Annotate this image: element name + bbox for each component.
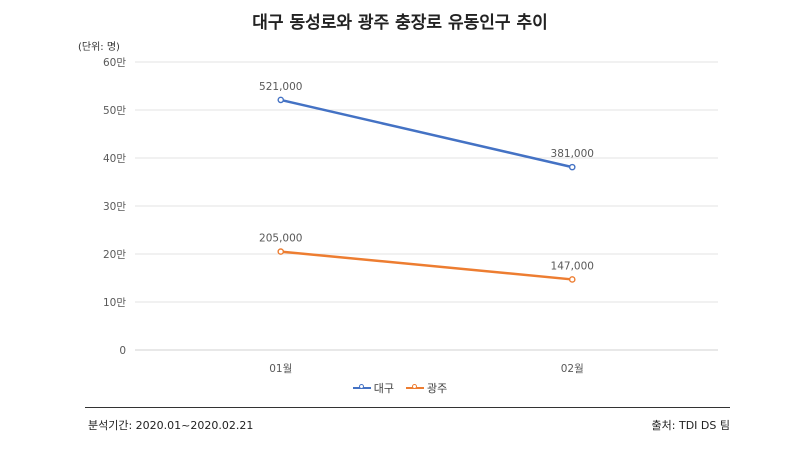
series-line-2 xyxy=(280,250,573,281)
y-tick-label: 40만 xyxy=(103,153,126,165)
x-tick-label: 01월 xyxy=(269,363,292,375)
data-label: 521,000 xyxy=(259,81,302,93)
y-tick-label: 20만 xyxy=(103,249,126,261)
y-tick-label: 50만 xyxy=(103,105,126,117)
y-tick-label: 30만 xyxy=(103,201,126,213)
analysis-period: 분석기간: 2020.01~2020.02.21 xyxy=(88,419,254,432)
data-source: 출처: TDI DS 팀 xyxy=(651,419,730,432)
data-label: 381,000 xyxy=(551,148,594,160)
footer-divider xyxy=(85,407,730,408)
y-tick-label: 60만 xyxy=(103,57,126,69)
data-point xyxy=(568,163,576,171)
data-point xyxy=(277,96,285,104)
legend-swatch xyxy=(352,384,371,389)
y-tick-label: 10만 xyxy=(103,297,126,309)
data-point xyxy=(277,248,285,255)
legend-label: 광주 xyxy=(427,382,448,395)
legend-swatch xyxy=(406,384,424,389)
y-tick-label: 0 xyxy=(119,345,126,357)
legend-item: 광주 xyxy=(406,380,447,396)
series-line-1 xyxy=(280,98,573,169)
legend-label: 대구 xyxy=(373,382,394,395)
data-label: 205,000 xyxy=(259,233,302,245)
legend: 대구 광주 xyxy=(0,380,800,396)
x-tick-label: 02월 xyxy=(561,363,584,375)
data-point xyxy=(568,276,576,283)
legend-item: 대구 xyxy=(352,380,394,396)
chart-title: 대구 동성로와 광주 충장로 유동인구 추이 xyxy=(252,13,548,33)
data-label: 147,000 xyxy=(551,260,594,272)
unit-label: (단위: 명) xyxy=(78,42,120,53)
